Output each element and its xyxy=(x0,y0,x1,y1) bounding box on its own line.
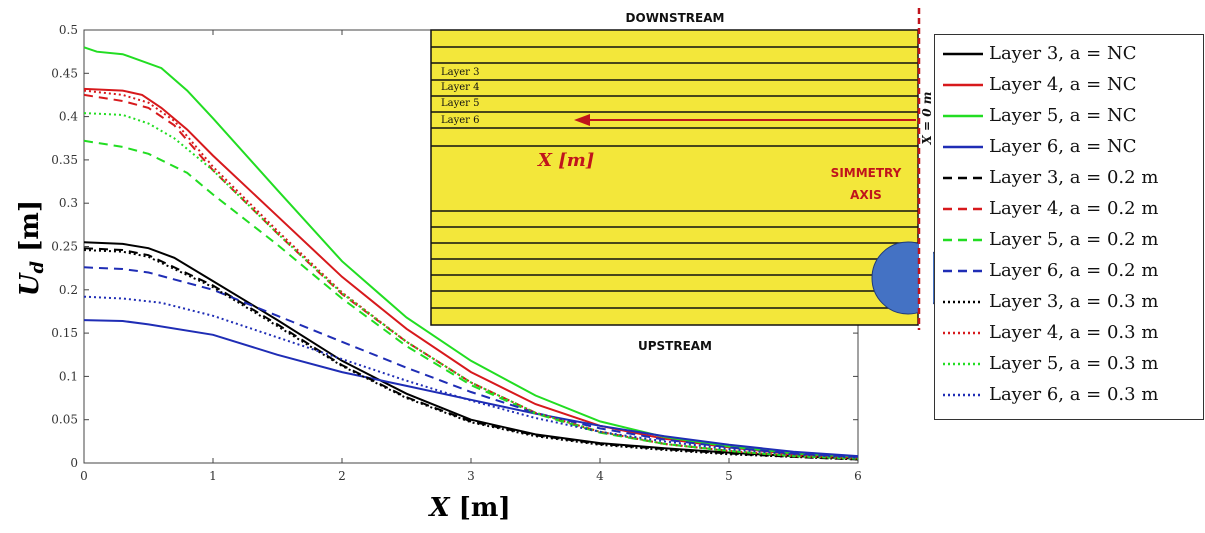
series-line xyxy=(83,295,859,459)
legend-swatch xyxy=(943,145,983,148)
legend-label: Layer 5, a = NC xyxy=(989,105,1137,126)
series-line xyxy=(83,249,859,461)
x-tick-label: 3 xyxy=(467,469,475,483)
y-tick-label: 0.3 xyxy=(59,196,78,210)
x-tick-label: 1 xyxy=(209,469,217,483)
inset-layer-lines xyxy=(431,46,918,309)
x-tick-label: 6 xyxy=(854,469,862,483)
y-tick-label: 0.1 xyxy=(59,369,78,383)
legend-label: Layer 4, a = 0.2 m xyxy=(989,198,1159,219)
legend-item: Layer 6, a = 0.2 m xyxy=(939,255,1203,286)
legend-swatch xyxy=(943,331,983,334)
legend-label: Layer 4, a = 0.3 m xyxy=(989,322,1159,343)
x-tick-label: 4 xyxy=(596,469,604,483)
y-tick-label: 0.15 xyxy=(51,326,78,340)
series-line xyxy=(83,112,859,460)
legend-swatch xyxy=(943,83,983,86)
series-line xyxy=(83,247,859,461)
inset-layer-label: Layer 5 xyxy=(441,98,480,109)
series-layer xyxy=(83,46,859,461)
y-tick-label: 0.35 xyxy=(51,153,78,167)
y-tick-label: 0.4 xyxy=(59,110,78,124)
legend-swatch xyxy=(943,52,983,55)
y-tick-label: 0.5 xyxy=(59,23,78,37)
x-tick-label: 5 xyxy=(725,469,733,483)
legend-label: Layer 6, a = NC xyxy=(989,136,1137,157)
figure: 0 1 2 3 4 5 6 0 0.05 0.1 0.15 0.2 0.25 0.3 0.35 0.4 0.45… xyxy=(15,8,934,523)
inset-symmetry-label-line1: SIMMETRY xyxy=(831,166,902,180)
legend-label: Layer 3, a = 0.2 m xyxy=(989,167,1159,188)
legend-swatch xyxy=(943,176,983,179)
inset-x0-label: X = 0 m xyxy=(920,92,934,146)
inset-layer-label: Layer 4 xyxy=(441,82,480,93)
legend-swatch xyxy=(943,300,983,303)
legend-swatch xyxy=(943,362,983,365)
series-line xyxy=(83,139,859,460)
legend-label: Layer 6, a = 0.3 m xyxy=(989,384,1159,405)
legend-label: Layer 5, a = 0.3 m xyxy=(989,353,1159,374)
legend-swatch xyxy=(943,393,983,396)
legend-item: Layer 4, a = NC xyxy=(939,69,1203,100)
y-axis-label: Ud [m] xyxy=(15,200,48,296)
inset-layer-label: Layer 6 xyxy=(441,115,480,126)
x-tick-label: 0 xyxy=(80,469,88,483)
legend-swatch xyxy=(943,114,983,117)
x-axis-label: X [m] xyxy=(427,493,510,523)
axis-ticks: 0 1 2 3 4 5 6 0 0.05 0.1 0.15 0.2 0.25 0.3 0.35 0.4 0.45… xyxy=(51,23,862,483)
legend: Layer 3, a = NC Layer 4, a = NC Layer 5, a… xyxy=(934,34,1204,420)
inset-layer-label: Layer 3 xyxy=(441,67,480,78)
y-tick-label: 0.2 xyxy=(59,283,78,297)
inset-right-mask xyxy=(919,230,933,330)
legend-item: Layer 4, a = 0.3 m xyxy=(939,317,1203,348)
y-tick-label: 0.05 xyxy=(51,413,78,427)
inset-arrow-head xyxy=(574,114,590,126)
legend-item: Layer 3, a = 0.2 m xyxy=(939,162,1203,193)
legend-label: Layer 5, a = 0.2 m xyxy=(989,229,1159,250)
legend-label: Layer 4, a = NC xyxy=(989,74,1137,95)
series-line xyxy=(83,46,859,458)
inset-yellow-box xyxy=(430,29,919,326)
legend-item: Layer 3, a = 0.3 m xyxy=(939,286,1203,317)
legend-item: Layer 4, a = 0.2 m xyxy=(939,193,1203,224)
series-line xyxy=(83,319,859,458)
legend-swatch xyxy=(943,269,983,272)
legend-item: Layer 6, a = 0.3 m xyxy=(939,379,1203,410)
y-tick-label: 0.45 xyxy=(51,66,78,80)
legend-label: Layer 3, a = 0.3 m xyxy=(989,291,1159,312)
inset-top-label: DOWNSTREAM xyxy=(626,11,725,25)
series-line xyxy=(83,89,859,460)
y-tick-label: 0.25 xyxy=(51,240,78,254)
legend-label: Layer 6, a = 0.2 m xyxy=(989,260,1159,281)
series-line xyxy=(83,266,859,458)
legend-swatch xyxy=(943,207,983,210)
legend-item: Layer 5, a = 0.3 m xyxy=(939,348,1203,379)
inset-bottom-label: UPSTREAM xyxy=(638,339,712,353)
y-tick-label: 0 xyxy=(70,456,78,470)
legend-item: Layer 6, a = NC xyxy=(939,131,1203,162)
inset-arrow-label: X [m] xyxy=(537,150,594,171)
inset-symmetry-label-line2: AXIS xyxy=(850,188,882,202)
legend-item: Layer 5, a = NC xyxy=(939,100,1203,131)
legend-label: Layer 3, a = NC xyxy=(989,43,1137,64)
inset-schematic: DOWNSTREAM UPSTREAM Layer 3 Layer 4 Laye… xyxy=(430,8,934,353)
legend-item: Layer 3, a = NC xyxy=(939,38,1203,69)
legend-swatch xyxy=(943,238,983,241)
x-tick-label: 2 xyxy=(338,469,346,483)
legend-item: Layer 5, a = 0.2 m xyxy=(939,224,1203,255)
series-line xyxy=(83,87,859,459)
